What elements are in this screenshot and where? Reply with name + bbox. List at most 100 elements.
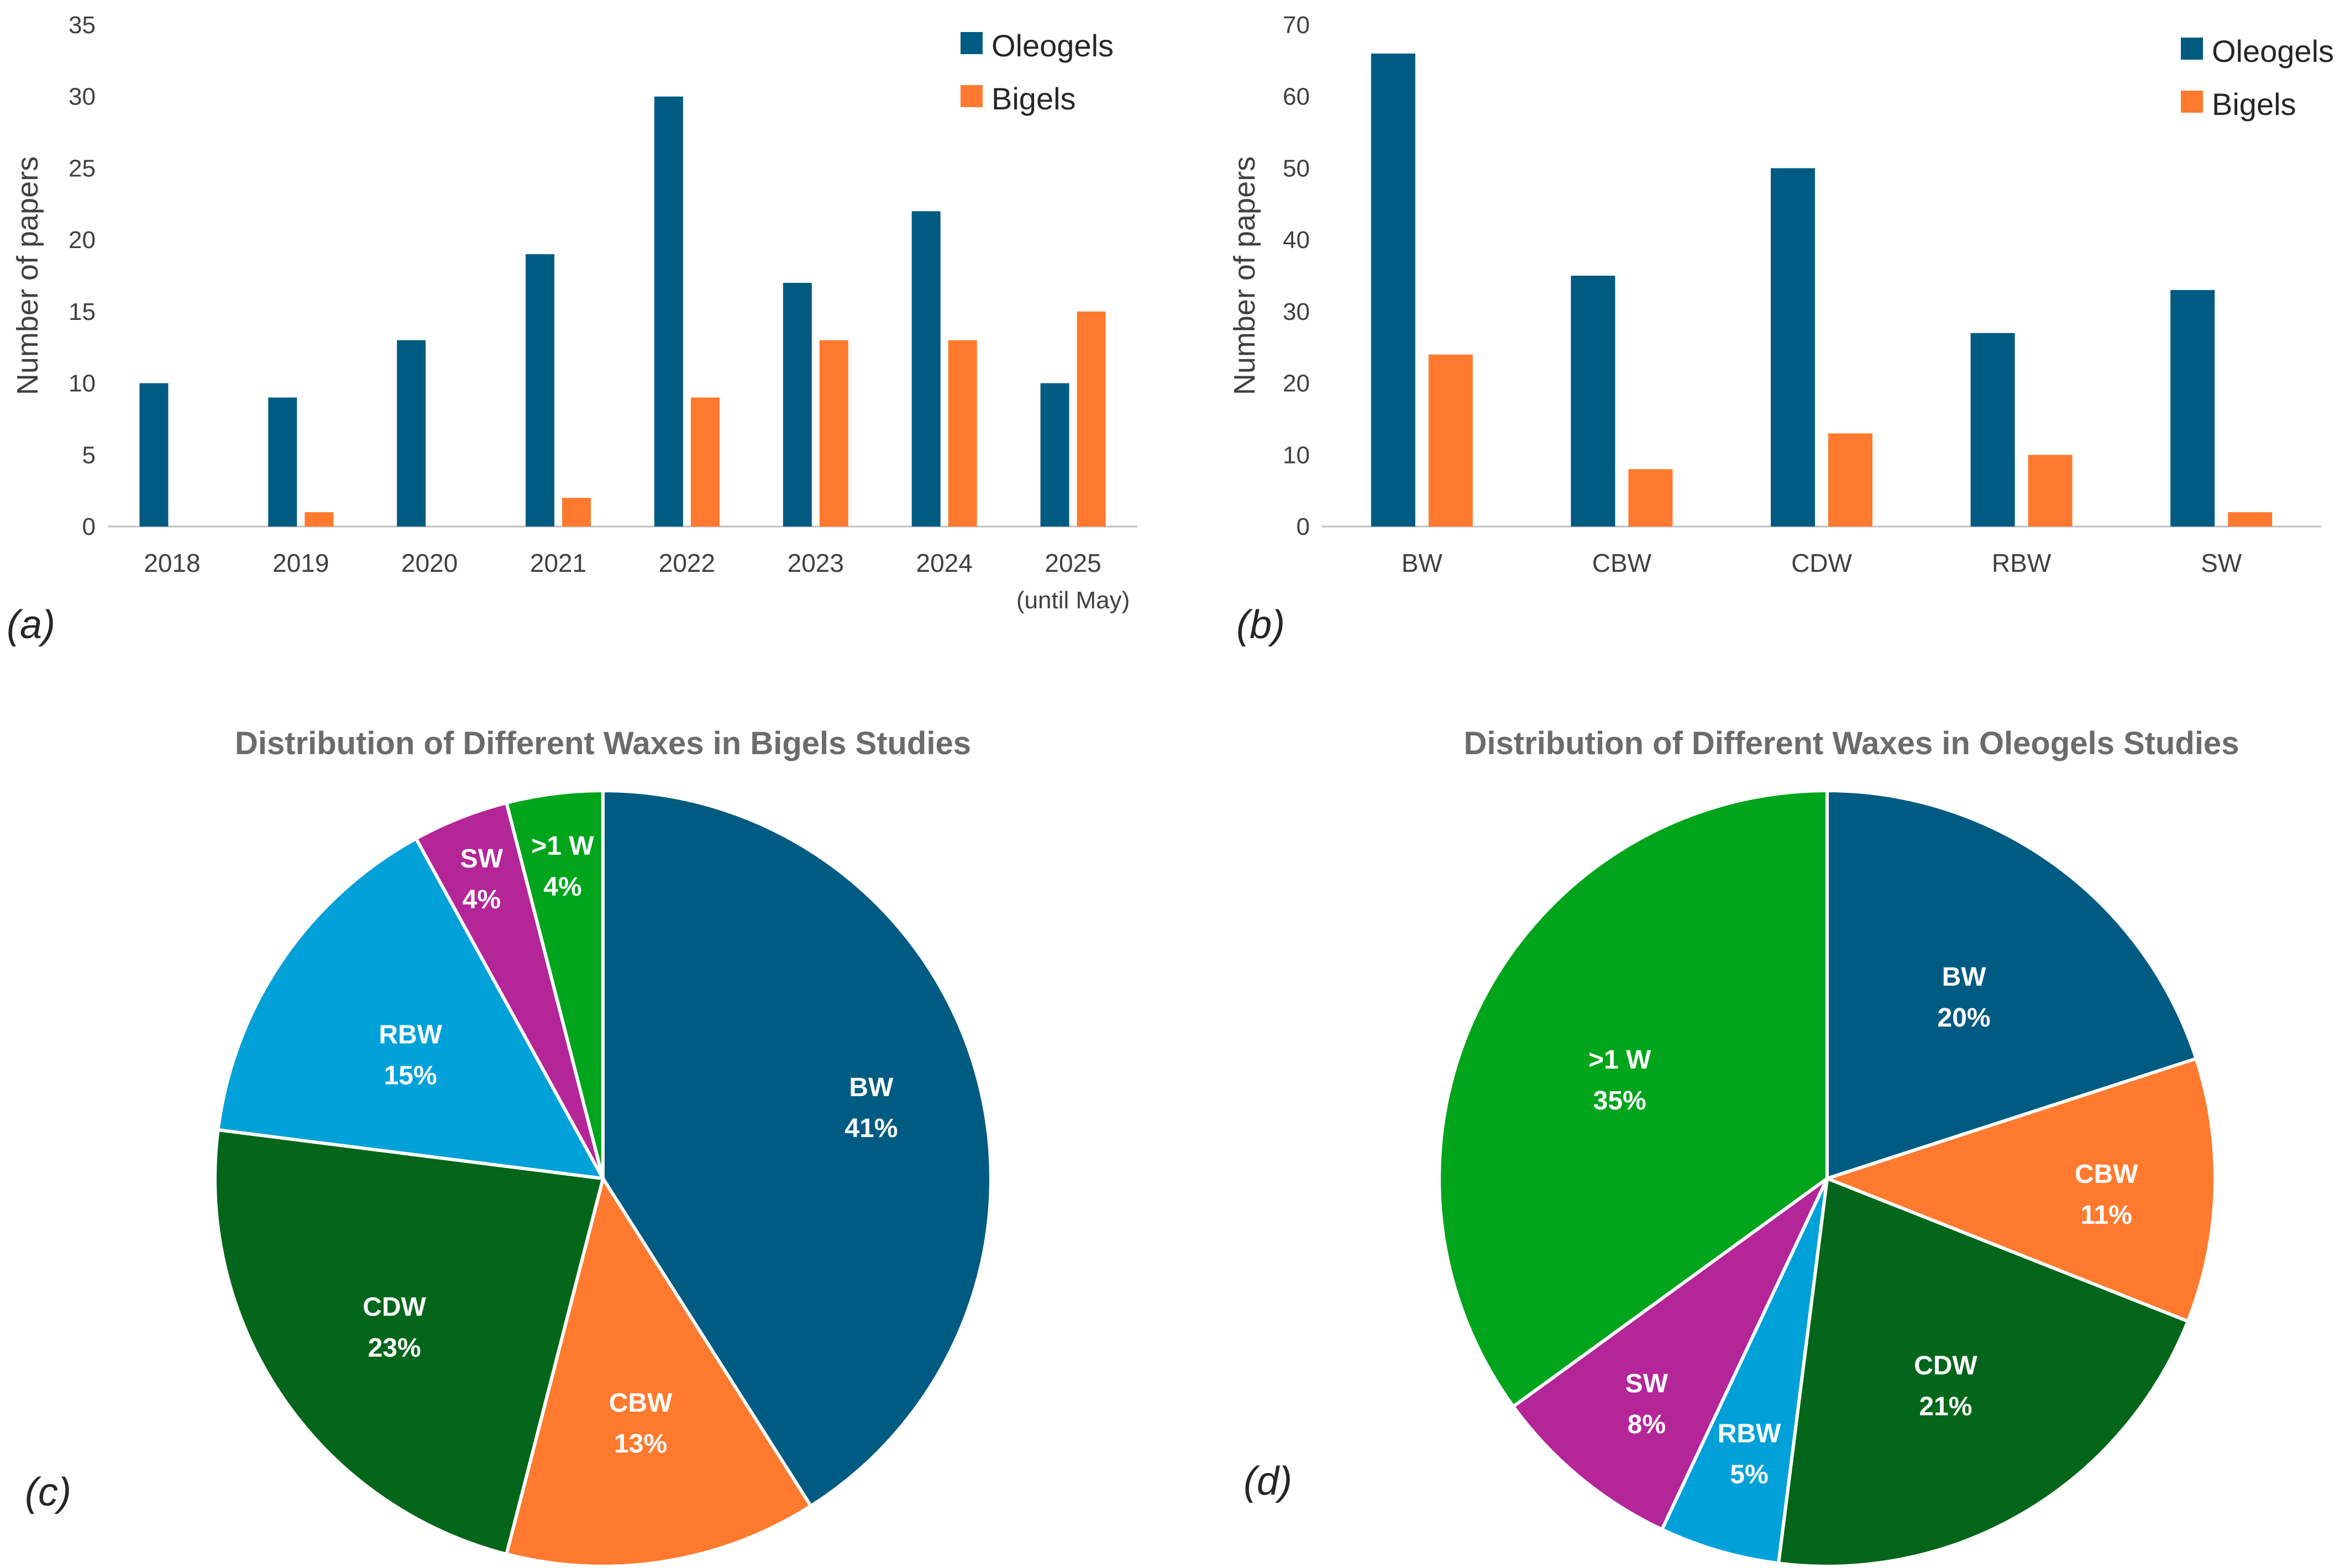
y-tick-label: 10 xyxy=(69,370,96,397)
y-tick-label: 25 xyxy=(69,155,96,182)
slice-gt1-w xyxy=(1437,788,1829,1409)
chart-b-bar-by-wax: 0 10 20 30 40 50 60 70 Number of papers BW CBW CDW R… xyxy=(1228,12,2334,577)
slice-rbw xyxy=(216,836,606,1181)
slice-label-cbw: CBW xyxy=(609,1388,673,1418)
bar-oleogels-2021 xyxy=(526,254,555,527)
panel-label-d: (d) xyxy=(1244,1459,1292,1503)
y-tick-label: 50 xyxy=(1283,155,1310,182)
x-tick-label: 2024 xyxy=(916,549,973,577)
slice-label-sw: SW xyxy=(1625,1369,1669,1398)
x-tick-label: 2021 xyxy=(530,549,586,577)
panel-label-b: (b) xyxy=(1236,603,1285,647)
slice-label-gt1-w: >1 W xyxy=(1588,1045,1651,1075)
chart-title: Distribution of Different Waxes in Oleog… xyxy=(1464,725,2239,761)
y-tick-label: 10 xyxy=(1283,441,1310,469)
legend-label-oleogels: Oleogels xyxy=(991,28,1114,63)
slice-percent-rbw: 15% xyxy=(384,1061,437,1090)
y-tick-label: 20 xyxy=(69,227,96,254)
y-tick-label: 15 xyxy=(69,298,96,325)
chart-d-pie-oleogels: Distribution of Different Waxes in Oleog… xyxy=(1437,725,2239,1568)
slice-cbw xyxy=(1822,1056,2217,1324)
slice-label-rbw: RBW xyxy=(1718,1419,1781,1448)
bar-bigels-rbw xyxy=(2028,455,2073,527)
slice-percent-cbw: 11% xyxy=(2080,1201,2132,1230)
x-tick-label: 2023 xyxy=(788,549,844,577)
slice-percent-rbw: 5% xyxy=(1730,1460,1768,1489)
y-tick-label: 35 xyxy=(69,12,96,39)
bar-bigels-cbw xyxy=(1628,469,1673,527)
panel-label-a: (a) xyxy=(7,603,55,647)
x-tick-label: RBW xyxy=(1992,549,2052,577)
bar-oleogels-cdw xyxy=(1771,168,1815,527)
y-axis-label: Number of papers xyxy=(1228,156,1261,395)
y-tick-label: 0 xyxy=(1297,513,1310,540)
slice-label-bw: BW xyxy=(849,1073,894,1102)
bar-bigels-sw xyxy=(2228,512,2273,527)
slice-label-bw: BW xyxy=(1942,962,1987,992)
x-tick-label: 2018 xyxy=(144,549,200,577)
x-tick-label: 2019 xyxy=(272,549,329,577)
x-tick-label: 2020 xyxy=(401,549,458,577)
slice-sw xyxy=(1510,1177,1829,1532)
slice-cbw xyxy=(504,1174,814,1568)
bar-oleogels-2024 xyxy=(911,211,941,527)
bar-bigels-bw xyxy=(1428,354,1473,527)
chart-title: Distribution of Different Waxes in Bigel… xyxy=(235,725,971,761)
x-tick-label: CBW xyxy=(1592,549,1652,577)
slice-bw xyxy=(1825,788,2199,1181)
bar-bigels-2021 xyxy=(562,498,591,527)
slice-percent-cdw: 23% xyxy=(368,1333,421,1362)
legend-label-bigels: Bigels xyxy=(991,81,1076,116)
y-tick-label: 30 xyxy=(69,83,96,111)
x-tick-label: SW xyxy=(2201,549,2242,577)
slice-rbw xyxy=(1660,1177,1829,1565)
slice-percent-bw: 41% xyxy=(844,1114,898,1143)
bar-oleogels-2025 xyxy=(1040,383,1069,527)
y-tick-label: 5 xyxy=(82,441,96,469)
x-tick-note: (until May) xyxy=(1016,587,1130,614)
y-tick-label: 30 xyxy=(1283,298,1310,325)
bar-oleogels-2019 xyxy=(268,397,297,527)
x-tick-label: 2022 xyxy=(659,549,715,577)
slice-label-gt1-w: >1 W xyxy=(531,832,594,861)
bar-oleogels-2022 xyxy=(654,96,683,527)
slice-percent-bw: 20% xyxy=(1938,1003,1991,1033)
legend-label-oleogels: Oleogels xyxy=(2212,34,2334,69)
bar-oleogels-sw xyxy=(2170,290,2215,527)
bar-oleogels-2018 xyxy=(139,383,169,527)
chart-c-pie-bigels: Distribution of Different Waxes in Bigel… xyxy=(213,725,993,1568)
slice-percent-cbw: 13% xyxy=(614,1429,667,1459)
y-tick-label: 40 xyxy=(1283,227,1310,254)
slice-cdw xyxy=(1776,1176,2190,1568)
y-tick-label: 60 xyxy=(1283,83,1310,111)
y-tick-label: 20 xyxy=(1283,370,1310,397)
y-tick-label: 70 xyxy=(1283,12,1310,39)
slice-label-cbw: CBW xyxy=(2075,1160,2138,1189)
slice-label-rbw: RBW xyxy=(379,1020,442,1049)
x-tick-label: CDW xyxy=(1791,549,1852,577)
slice-label-cdw: CDW xyxy=(1914,1351,1977,1381)
bar-bigels-2023 xyxy=(819,340,848,527)
bar-bigels-2025 xyxy=(1077,311,1106,527)
slice-gt1-w xyxy=(504,788,605,1179)
legend-label-bigels: Bigels xyxy=(2212,87,2296,122)
legend-swatch-bigels xyxy=(961,85,983,107)
bar-bigels-2019 xyxy=(305,512,334,527)
slice-percent-sw: 4% xyxy=(463,885,501,914)
x-tick-label: BW xyxy=(1402,549,1443,577)
bar-oleogels-2023 xyxy=(783,282,812,527)
bar-bigels-cdw xyxy=(1828,433,1872,527)
slice-bw xyxy=(601,788,993,1508)
slice-label-sw: SW xyxy=(460,844,503,874)
bar-oleogels-cbw xyxy=(1571,276,1615,527)
slice-label-cdw: CDW xyxy=(363,1292,426,1322)
slice-cdw xyxy=(213,1128,605,1556)
bar-oleogels-rbw xyxy=(1970,333,2015,527)
slice-percent-gt1-w: 4% xyxy=(543,872,581,902)
bar-bigels-2022 xyxy=(690,397,720,527)
slice-percent-sw: 8% xyxy=(1628,1410,1666,1439)
slice-percent-gt1-w: 35% xyxy=(1593,1086,1646,1116)
legend-swatch-oleogels xyxy=(961,32,983,54)
